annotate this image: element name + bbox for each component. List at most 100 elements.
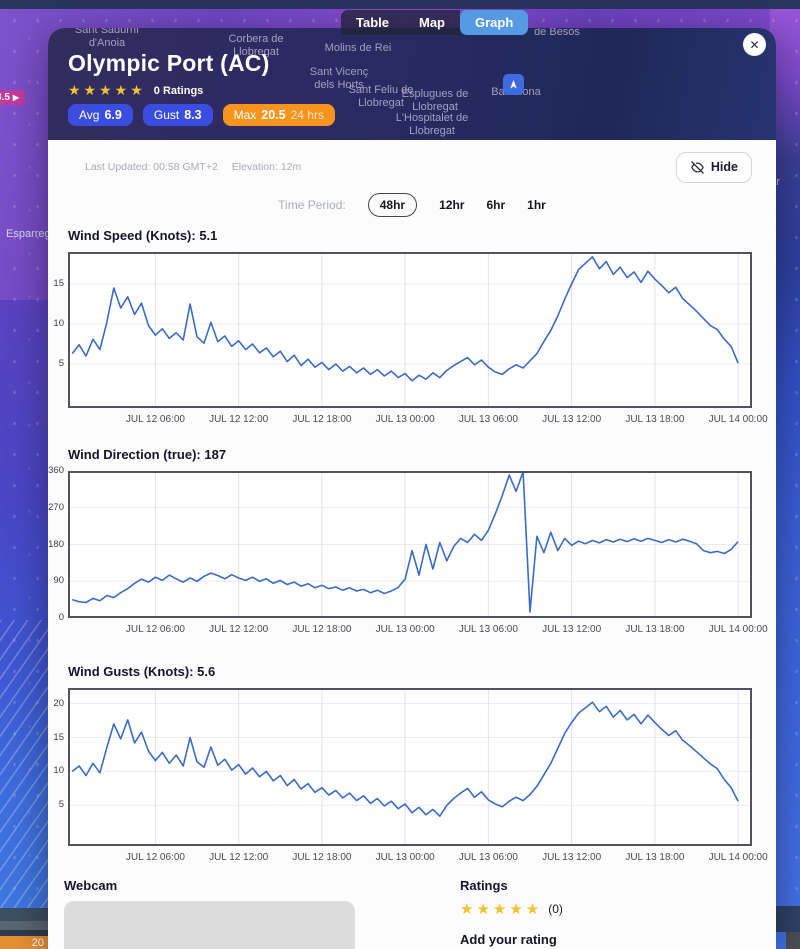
close-icon: ✕ xyxy=(749,37,760,52)
ratings-display: ★★★★★ (0) xyxy=(460,900,633,918)
station-header: Sant Sadurní d'Anoia Corbera de Llobrega… xyxy=(48,28,776,140)
x-tick-label: JUL 13 00:00 xyxy=(375,852,435,863)
tab-map[interactable]: Map xyxy=(404,10,460,35)
x-tick-label: JUL 12 06:00 xyxy=(125,852,185,863)
ratings-count-label: 0 Ratings xyxy=(153,84,204,97)
ratings-count: (0) xyxy=(548,902,563,916)
y-tick-label: 90 xyxy=(53,575,64,587)
x-tick-label: JUL 13 06:00 xyxy=(458,852,518,863)
y-tick-label: 180 xyxy=(48,538,64,550)
browser-top-strip xyxy=(0,0,800,9)
eye-off-icon xyxy=(691,160,704,174)
y-tick-label: 15 xyxy=(53,731,64,743)
x-tick-label: JUL 12 18:00 xyxy=(292,624,352,635)
time-period-label: Time Period: xyxy=(278,198,346,212)
wind-stat-badges: Avg 6.9 Gust 8.3 Max 20.5 24 hrs xyxy=(68,104,335,126)
ratings-title: Ratings xyxy=(460,878,508,893)
hide-label: Hide xyxy=(710,160,738,174)
close-button[interactable]: ✕ xyxy=(743,33,766,56)
x-tick-label: JUL 13 18:00 xyxy=(625,852,685,863)
x-tick-label: JUL 13 00:00 xyxy=(375,624,435,635)
tab-table[interactable]: Table xyxy=(341,10,404,35)
station-title: Olympic Port (AC) xyxy=(68,50,270,76)
x-tick-label: JUL 12 12:00 xyxy=(209,414,269,425)
map-station-marker-8-5[interactable]: 8.5 ▶ xyxy=(0,90,26,105)
gust-value: 8.3 xyxy=(184,108,202,122)
meta-row: Last Updated: 00:58 GMT+2 Elevation: 12m… xyxy=(85,150,752,184)
wind-gusts-plot xyxy=(68,688,752,846)
avg-value: 6.9 xyxy=(104,108,122,122)
wind-speed-plot xyxy=(68,252,752,408)
x-tick-label: JUL 12 12:00 xyxy=(209,852,269,863)
time-period-row: Time Period: 48hr 12hr 6hr 1hr xyxy=(48,193,776,217)
wind-direction-plot xyxy=(68,470,752,619)
time-option-48hr[interactable]: 48hr xyxy=(367,193,418,217)
y-tick-label: 270 xyxy=(48,501,64,513)
station-marker-value: 8.5 xyxy=(0,92,10,103)
ratings-star-icons: ★★★★★ xyxy=(460,901,543,918)
x-tick-label: JUL 13 12:00 xyxy=(542,852,602,863)
x-tick-label: JUL 13 06:00 xyxy=(458,414,518,425)
station-rating-summary: ★★★★★ 0 Ratings xyxy=(68,82,203,99)
navigation-arrow-icon xyxy=(510,79,517,89)
view-tabbar: Table Map Graph xyxy=(341,10,529,35)
ratings-section: Ratings ★★★★★ (0) Add your rating ★ ★ ★ … xyxy=(460,878,633,949)
x-tick-label: JUL 14 00:00 xyxy=(708,624,768,635)
x-tick-label: JUL 13 12:00 xyxy=(542,624,602,635)
map-legend-band xyxy=(0,921,52,930)
star-icons: ★★★★★ xyxy=(68,82,146,98)
webcam-section: Webcam xyxy=(64,878,355,949)
x-tick-label: JUL 13 18:00 xyxy=(625,624,685,635)
map-legend-band xyxy=(0,908,52,921)
gust-badge: Gust 8.3 xyxy=(142,104,213,126)
time-option-6hr[interactable]: 6hr xyxy=(486,198,506,212)
wind-direction-chart-title: Wind Direction (true): 187 xyxy=(68,447,227,462)
map-legend-band xyxy=(0,930,52,936)
map-label-sant-feliu: Sant Feliu de Llobregat xyxy=(348,84,414,110)
bottom-section: Webcam Ratings ★★★★★ (0) Add your rating… xyxy=(64,878,776,949)
time-option-1hr[interactable]: 1hr xyxy=(527,198,546,212)
meta-text: Last Updated: 00:58 GMT+2 Elevation: 12m xyxy=(85,161,301,173)
webcam-title: Webcam xyxy=(64,878,118,893)
map-label-esplugues: Esplugues de Llobregat xyxy=(401,88,469,114)
map-label-besos: de Besòs xyxy=(534,28,580,38)
x-tick-label: JUL 13 18:00 xyxy=(625,414,685,425)
max-badge: Max 20.5 24 hrs xyxy=(222,104,335,126)
chart-canvas xyxy=(68,252,752,408)
x-tick-label: JUL 12 12:00 xyxy=(209,624,269,635)
y-tick-label: 20 xyxy=(53,697,64,709)
barcelona-map-marker[interactable] xyxy=(503,74,524,95)
x-tick-label: JUL 14 00:00 xyxy=(708,414,768,425)
wind-speed-chart: 5 10 15 JUL 12 06:00 JUL 12 12:00 JUL 12 18:0… xyxy=(53,252,768,434)
y-tick-label: 10 xyxy=(53,765,64,777)
map-label-corbera: Corbera de Llobregat xyxy=(228,33,284,59)
x-tick-label: JUL 14 00:00 xyxy=(708,852,768,863)
y-tick-label: 0 xyxy=(58,612,64,623)
x-tick-label: JUL 12 06:00 xyxy=(125,414,185,425)
time-option-12hr[interactable]: 12hr xyxy=(439,198,465,212)
gust-label: Gust xyxy=(153,108,180,122)
tab-graph[interactable]: Graph xyxy=(460,10,529,35)
map-label-molins: Molins de Rei xyxy=(324,42,392,54)
x-tick-label: JUL 12 18:00 xyxy=(292,852,352,863)
max-value: 20.5 xyxy=(261,108,286,122)
wind-gusts-chart-title: Wind Gusts (Knots): 5.6 xyxy=(68,664,216,679)
x-tick-label: JUL 12 06:00 xyxy=(125,624,185,635)
max-period: 24 hrs xyxy=(290,108,324,122)
legend-value: 20 xyxy=(31,936,44,949)
hide-button[interactable]: Hide xyxy=(675,151,752,183)
x-tick-label: JUL 13 00:00 xyxy=(375,414,435,425)
wind-gusts-chart: 5 10 15 20 JUL 12 06:00 JUL 12 12:00 JUL 12 18… xyxy=(53,688,768,872)
add-rating-title: Add your rating xyxy=(460,932,557,947)
y-tick-label: 5 xyxy=(58,799,64,811)
y-tick-label: 10 xyxy=(53,318,64,329)
wind-flag-icon: ▶ xyxy=(12,93,20,102)
max-label: Max xyxy=(233,108,257,122)
wind-speed-chart-title: Wind Speed (Knots): 5.1 xyxy=(68,228,218,243)
y-tick-label: 360 xyxy=(48,465,64,476)
map-legend-scale: 20 xyxy=(0,936,52,949)
avg-label: Avg xyxy=(79,108,100,122)
x-tick-label: JUL 13 12:00 xyxy=(542,414,602,425)
map-label-hospitalet: L'Hospitalet de Llobregat xyxy=(395,112,469,138)
map-label-sant-sadurni: Sant Sadurní d'Anoia xyxy=(74,28,140,50)
